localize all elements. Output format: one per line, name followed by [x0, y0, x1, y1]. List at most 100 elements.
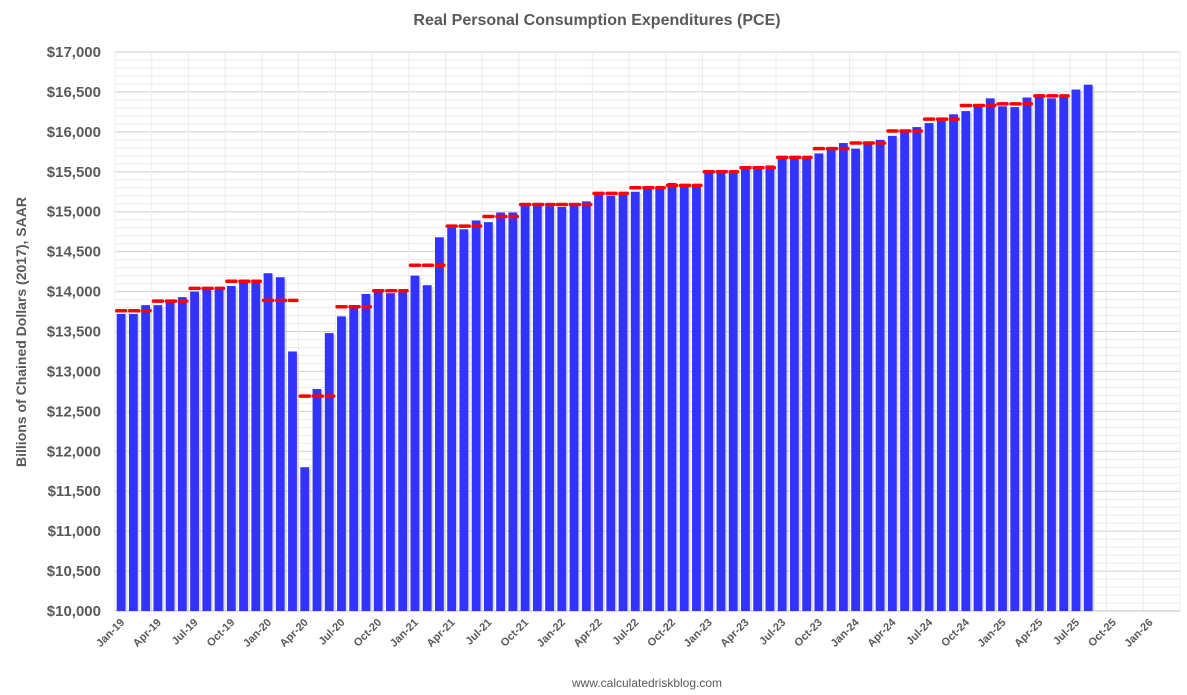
bar — [594, 193, 603, 611]
bar — [373, 290, 383, 611]
x-tick-label: Jan-20 — [241, 617, 274, 650]
bar — [153, 305, 163, 611]
bar — [337, 316, 346, 611]
y-tick-label: $11,500 — [48, 483, 101, 500]
bar — [863, 143, 873, 612]
y-tick-label: $13,500 — [47, 324, 101, 341]
bar — [141, 305, 151, 611]
bar — [618, 193, 628, 611]
x-tick-label: Oct-24 — [939, 616, 972, 649]
bar — [361, 293, 371, 611]
bar — [116, 313, 126, 611]
x-tick-label: Oct-21 — [499, 617, 532, 650]
bar — [398, 291, 408, 611]
y-tick-label: $17,000 — [47, 44, 101, 61]
bar — [1010, 107, 1020, 611]
x-tick-label: Jan-25 — [975, 617, 1008, 650]
bar — [1083, 84, 1093, 611]
bar — [581, 201, 591, 611]
bar — [704, 171, 714, 612]
x-tick-label: Jan-21 — [388, 617, 421, 650]
bar — [447, 227, 457, 611]
x-tick-label: Apr-22 — [572, 617, 605, 650]
y-tick-label: $10,500 — [47, 563, 101, 580]
bar — [679, 185, 689, 611]
x-tick-label: Jul-24 — [904, 616, 936, 648]
bar — [312, 388, 322, 611]
bar — [802, 156, 812, 611]
bar — [826, 147, 836, 612]
bar — [165, 301, 175, 611]
y-tick-label: $15,000 — [47, 204, 101, 221]
bar — [851, 148, 861, 611]
bar — [716, 173, 726, 611]
y-tick-label: $12,500 — [47, 403, 101, 420]
bar — [275, 277, 285, 611]
bar — [912, 127, 922, 612]
x-tick-label: Oct-19 — [205, 617, 238, 650]
bar — [887, 135, 897, 611]
bar — [263, 273, 273, 611]
x-tick-label: Apr-21 — [425, 617, 458, 650]
bar — [324, 333, 334, 611]
y-tick-labels: $10,000 $10,500 $11,000 $11,500 $12,000 $12,5… — [47, 44, 101, 620]
x-tick-label: Jul-21 — [464, 617, 495, 648]
x-tick-label: Jul-20 — [317, 617, 348, 648]
bar — [606, 195, 616, 611]
x-tick-label: Apr-25 — [1012, 617, 1045, 650]
bar — [545, 206, 554, 612]
bar — [226, 285, 236, 611]
bar — [961, 111, 971, 611]
bar — [900, 131, 909, 611]
bar — [386, 293, 395, 611]
bar — [1071, 89, 1081, 612]
bar — [557, 206, 567, 611]
bar — [814, 153, 824, 611]
y-axis-label: Billions of Chained Dollars (2017), SAAR — [13, 197, 29, 467]
chart-title: Real Personal Consumption Expenditures (… — [413, 12, 780, 29]
bar — [410, 275, 420, 611]
bar — [875, 139, 885, 612]
bar — [838, 143, 848, 611]
bar — [936, 120, 946, 612]
bar — [753, 168, 763, 611]
bar — [643, 187, 652, 611]
x-tick-label: Oct-25 — [1086, 617, 1119, 650]
bar — [508, 212, 518, 611]
x-tick-label: Apr-23 — [718, 617, 751, 650]
x-tick-label: Jan-23 — [682, 617, 715, 650]
bar — [692, 186, 701, 611]
y-tick-label: $11,000 — [48, 523, 101, 540]
x-tick-label: Oct-20 — [352, 617, 385, 650]
bar — [496, 212, 506, 611]
bar — [765, 165, 775, 611]
bar — [789, 157, 799, 611]
bar — [288, 351, 297, 611]
bar — [520, 204, 530, 611]
bar — [1047, 98, 1056, 612]
bar — [973, 106, 983, 611]
x-tick-label: Jul-22 — [610, 617, 641, 648]
x-tick-label: Jul-23 — [757, 617, 788, 648]
y-tick-label: $14,000 — [47, 284, 101, 301]
y-tick-label: $14,500 — [47, 244, 101, 261]
x-tick-label: Apr-24 — [865, 616, 899, 650]
x-tick-label: Jul-19 — [170, 617, 201, 648]
bar — [667, 182, 677, 612]
x-tick-label: Apr-20 — [278, 617, 311, 650]
y-tick-label: $10,000 — [47, 603, 101, 620]
bar — [459, 229, 469, 612]
bar — [1022, 97, 1032, 612]
bar — [422, 285, 432, 611]
bar — [949, 114, 958, 611]
bar — [300, 467, 310, 611]
bar — [128, 313, 138, 611]
bar — [655, 186, 665, 611]
bar — [998, 106, 1007, 611]
bar — [985, 98, 995, 612]
x-tick-label: Apr-19 — [131, 617, 164, 650]
bar — [741, 166, 750, 611]
bar — [777, 157, 787, 611]
